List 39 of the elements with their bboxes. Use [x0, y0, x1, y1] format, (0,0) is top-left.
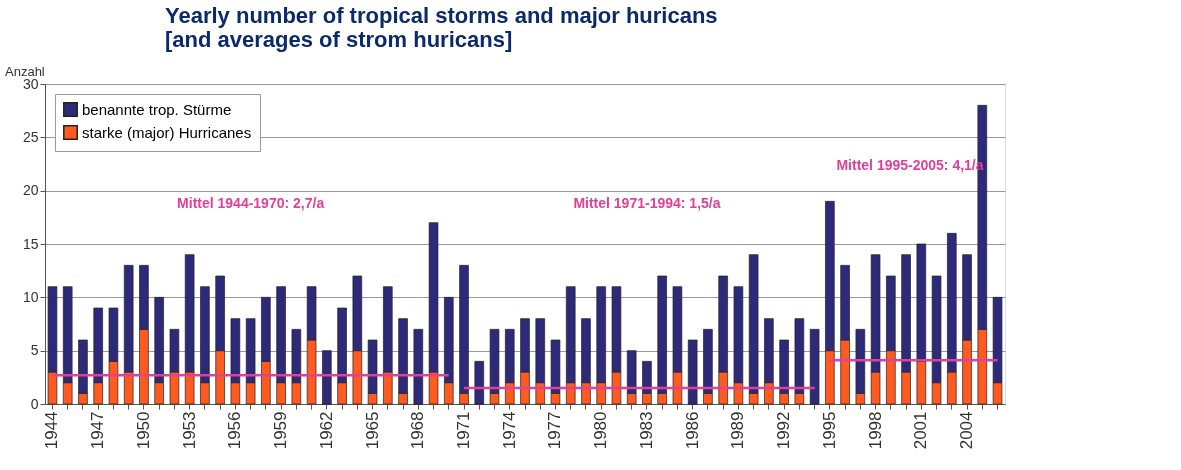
x-tick-label: 1956 [225, 411, 245, 450]
x-tick-label: 1968 [408, 411, 428, 450]
x-tick-label: 1959 [271, 411, 291, 450]
y-tick-label: 0 [30, 395, 39, 412]
x-tick-label: 1962 [316, 411, 336, 450]
x-tick-label: 1989 [728, 411, 748, 450]
x-tick-label: 1953 [179, 411, 199, 450]
y-tick-label: 20 [22, 182, 39, 199]
x-tick-label: 1950 [133, 411, 153, 450]
x-tick-label: 1986 [682, 411, 702, 450]
x-tick-label: 1974 [499, 411, 519, 450]
legend-label: starke (major) Hurricanes [82, 123, 252, 141]
y-tick-label: 25 [22, 128, 39, 145]
x-tick-label: 1998 [865, 411, 885, 450]
bar [687, 339, 698, 405]
x-tick-label: 1944 [42, 411, 62, 450]
y-tick-label: 5 [30, 342, 39, 359]
bar [916, 360, 927, 405]
bar [413, 328, 424, 405]
bar [809, 328, 820, 405]
x-tick-label: 2004 [957, 411, 977, 450]
x-tick-label: 1983 [636, 411, 656, 450]
y-tick-label: 10 [22, 288, 39, 305]
x-tick-label: 1992 [774, 411, 794, 450]
x-tick-label: 1977 [545, 411, 565, 450]
x-tick-label: 1971 [454, 411, 474, 450]
y-tick-label: 15 [22, 235, 39, 252]
legend-label: benannte trop. Stürme [82, 100, 232, 118]
bar [474, 360, 485, 405]
bar [322, 350, 332, 405]
x-tick-label: 1980 [591, 411, 611, 450]
x-tick-label: 1947 [88, 411, 108, 450]
x-tick-label: 1995 [819, 411, 839, 450]
x-tick-label: 2001 [911, 411, 931, 450]
chart-title: Yearly number of tropical storms and major huricans [and averages of strom huricans] [165, 3, 718, 52]
text: Mittel 1971-1994: 1,5/a [573, 195, 721, 211]
x-tick-label: 1965 [362, 411, 382, 450]
bar [916, 243, 927, 362]
text: Mittel 1944-1970: 2,7/a [177, 195, 325, 211]
